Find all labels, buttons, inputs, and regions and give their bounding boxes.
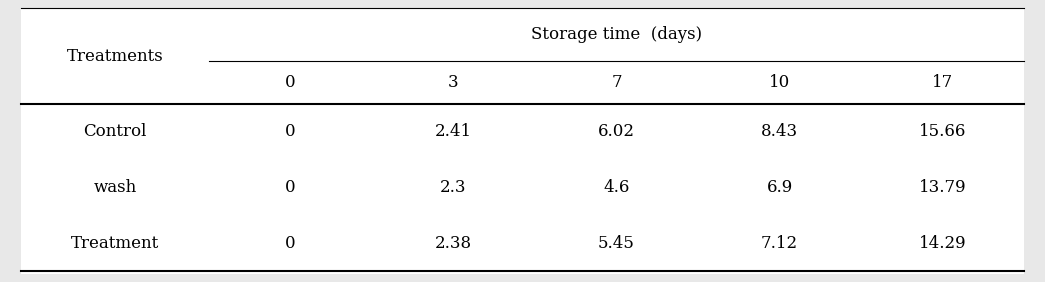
- Text: 15.66: 15.66: [919, 123, 967, 140]
- Text: 17: 17: [932, 74, 953, 91]
- Text: 2.3: 2.3: [440, 179, 467, 196]
- Text: 7: 7: [611, 74, 622, 91]
- Text: 5.45: 5.45: [598, 235, 635, 252]
- Text: Treatment: Treatment: [71, 235, 159, 252]
- Text: Treatments: Treatments: [67, 48, 163, 65]
- Text: 8.43: 8.43: [761, 123, 798, 140]
- Text: 0: 0: [285, 179, 296, 196]
- Text: Control: Control: [84, 123, 146, 140]
- Text: 14.29: 14.29: [919, 235, 967, 252]
- Text: wash: wash: [93, 179, 137, 196]
- Text: 7.12: 7.12: [761, 235, 798, 252]
- Text: 10: 10: [769, 74, 790, 91]
- Text: 2.41: 2.41: [435, 123, 472, 140]
- Text: 0: 0: [285, 123, 296, 140]
- Text: 6.9: 6.9: [766, 179, 793, 196]
- Text: 0: 0: [285, 235, 296, 252]
- Text: 6.02: 6.02: [598, 123, 635, 140]
- Text: 3: 3: [448, 74, 459, 91]
- Text: 2.38: 2.38: [435, 235, 472, 252]
- Text: 0: 0: [285, 74, 296, 91]
- Text: Storage time  (days): Storage time (days): [531, 27, 702, 43]
- Text: 13.79: 13.79: [919, 179, 967, 196]
- Text: 4.6: 4.6: [603, 179, 630, 196]
